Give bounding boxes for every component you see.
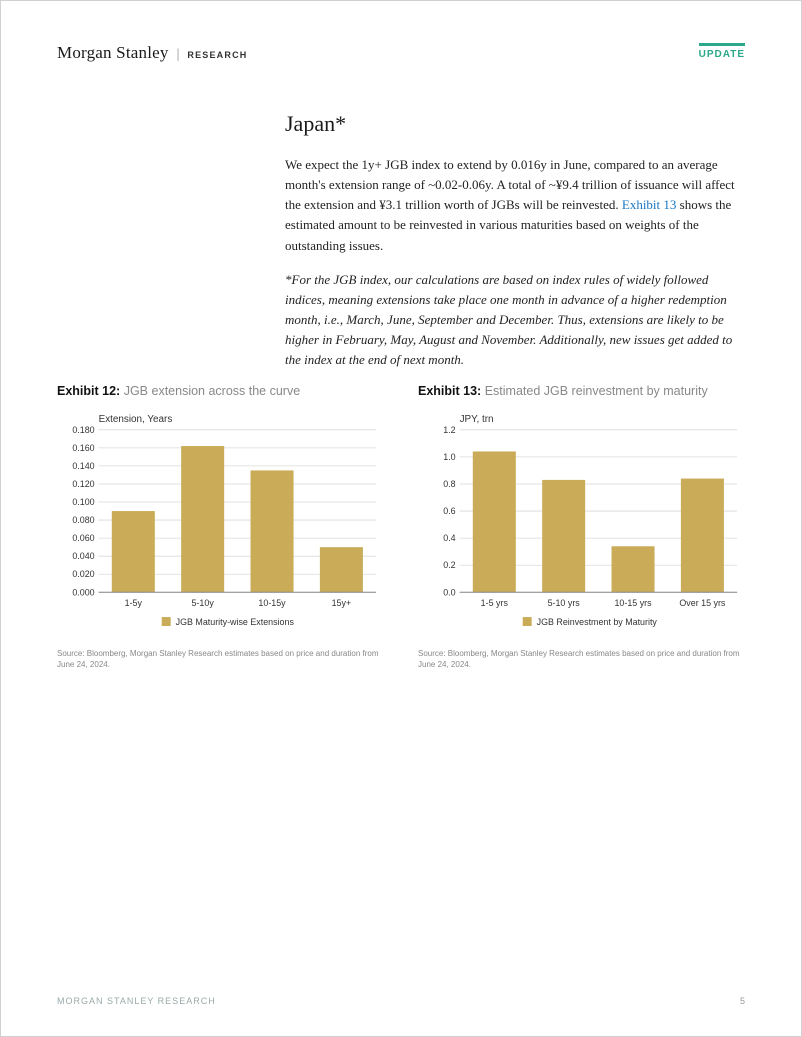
paragraph-main: We expect the 1y+ JGB index to extend by… bbox=[285, 155, 745, 256]
brand-subtitle: RESEARCH bbox=[187, 50, 247, 60]
brand-divider: | bbox=[177, 47, 180, 63]
svg-text:0.100: 0.100 bbox=[72, 497, 94, 507]
svg-text:5-10 yrs: 5-10 yrs bbox=[548, 599, 581, 609]
svg-text:0.2: 0.2 bbox=[443, 561, 455, 571]
exhibit-12-title: Exhibit 12: JGB extension across the cur… bbox=[57, 384, 384, 398]
exhibits-row: Exhibit 12: JGB extension across the cur… bbox=[57, 384, 745, 670]
paragraph-footnote: *For the JGB index, our calculations are… bbox=[285, 270, 745, 371]
svg-text:0.000: 0.000 bbox=[72, 588, 94, 598]
page: Morgan Stanley | RESEARCH UPDATE Japan* … bbox=[1, 1, 801, 1036]
exhibit-13: Exhibit 13: Estimated JGB reinvestment b… bbox=[418, 384, 745, 670]
svg-text:0.040: 0.040 bbox=[72, 552, 94, 562]
svg-text:Over 15 yrs: Over 15 yrs bbox=[679, 599, 726, 609]
svg-text:1-5 yrs: 1-5 yrs bbox=[481, 599, 509, 609]
exhibit-13-number: Exhibit 13: bbox=[418, 384, 481, 398]
svg-text:0.4: 0.4 bbox=[443, 534, 455, 544]
exhibit-13-source: Source: Bloomberg, Morgan Stanley Resear… bbox=[418, 649, 745, 670]
brand-name: Morgan Stanley bbox=[57, 43, 169, 63]
exhibit-12-chart: Extension, Years 0.000 0.020 0.040 0.060 0.08… bbox=[57, 408, 384, 636]
page-footer: MORGAN STANLEY RESEARCH 5 bbox=[57, 996, 745, 1006]
section-title: Japan* bbox=[285, 111, 745, 137]
svg-text:0.8: 0.8 bbox=[443, 479, 455, 489]
exhibit-12-number: Exhibit 12: bbox=[57, 384, 120, 398]
svg-text:0.140: 0.140 bbox=[72, 461, 94, 471]
svg-text:0.120: 0.120 bbox=[72, 479, 94, 489]
exhibit-13-chart: JPY, trn 0.0 0.2 0.4 0.6 0.8 1.0 1.2 1-5 yrs 5-10… bbox=[418, 408, 745, 636]
svg-text:0.060: 0.060 bbox=[72, 534, 94, 544]
svg-text:15y+: 15y+ bbox=[332, 599, 352, 609]
body-column: Japan* We expect the 1y+ JGB index to ex… bbox=[285, 111, 745, 370]
svg-text:0.180: 0.180 bbox=[72, 425, 94, 435]
svg-text:JPY, trn: JPY, trn bbox=[460, 414, 494, 425]
svg-text:0.6: 0.6 bbox=[443, 506, 455, 516]
footer-text: MORGAN STANLEY RESEARCH bbox=[57, 996, 216, 1006]
exhibit-13-link[interactable]: Exhibit 13 bbox=[622, 197, 677, 212]
exhibit-13-title: Exhibit 13: Estimated JGB reinvestment b… bbox=[418, 384, 745, 398]
svg-text:0.160: 0.160 bbox=[72, 443, 94, 453]
svg-text:1-5y: 1-5y bbox=[125, 599, 143, 609]
svg-text:0.080: 0.080 bbox=[72, 515, 94, 525]
exhibit-12-source: Source: Bloomberg, Morgan Stanley Resear… bbox=[57, 649, 384, 670]
svg-text:JGB Maturity-wise Extensions: JGB Maturity-wise Extensions bbox=[176, 617, 295, 627]
exhibit-13-desc: Estimated JGB reinvestment by maturity bbox=[485, 384, 708, 398]
exhibit-12-desc: JGB extension across the curve bbox=[124, 384, 300, 398]
page-number: 5 bbox=[740, 996, 745, 1006]
update-badge: UPDATE bbox=[699, 43, 745, 60]
svg-text:0.0: 0.0 bbox=[443, 588, 455, 598]
svg-text:5-10y: 5-10y bbox=[192, 599, 215, 609]
page-header: Morgan Stanley | RESEARCH UPDATE bbox=[57, 43, 745, 63]
svg-text:1.0: 1.0 bbox=[443, 452, 455, 462]
brand-block: Morgan Stanley | RESEARCH bbox=[57, 43, 247, 63]
svg-text:10-15y: 10-15y bbox=[258, 599, 286, 609]
exhibit-12: Exhibit 12: JGB extension across the cur… bbox=[57, 384, 384, 670]
svg-text:0.020: 0.020 bbox=[72, 570, 94, 580]
svg-text:1.2: 1.2 bbox=[443, 425, 455, 435]
svg-text:Extension, Years: Extension, Years bbox=[99, 414, 173, 425]
svg-text:JGB Reinvestment by Maturity: JGB Reinvestment by Maturity bbox=[537, 617, 658, 627]
svg-text:10-15 yrs: 10-15 yrs bbox=[614, 599, 652, 609]
